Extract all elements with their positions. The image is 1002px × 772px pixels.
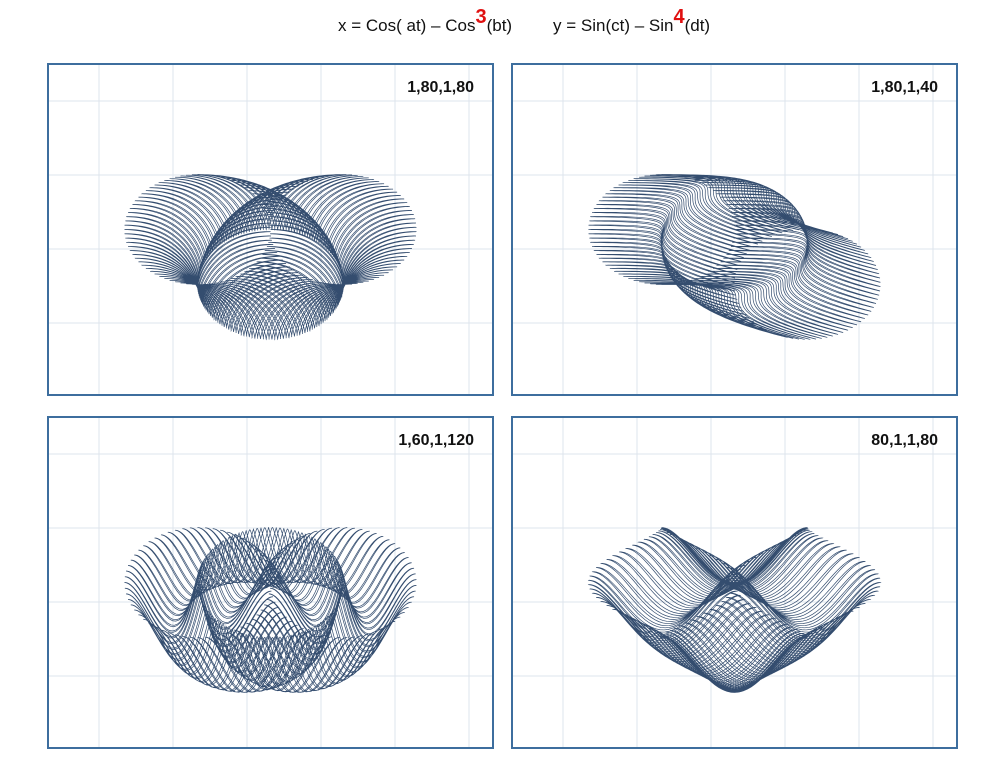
equation-header: x = Cos( at) – Cos3(bt) y = Sin(ct) – Si… xyxy=(0,6,1002,46)
x-exponent: 3 xyxy=(475,6,487,28)
parametric-curve xyxy=(587,527,882,693)
parametric-curve xyxy=(124,527,417,693)
y-equation-text: y = Sin(ct) – Sin xyxy=(553,16,674,35)
parametric-curve xyxy=(588,174,881,340)
y-equation: y = Sin(ct) – Sin4(dt) xyxy=(553,7,711,36)
plot-area-4 xyxy=(513,418,956,747)
chart-panel-2: 1,80,1,40 xyxy=(511,63,958,396)
panel-label: 1,80,1,40 xyxy=(871,79,938,96)
chart-panel-4: 80,1,1,80 xyxy=(511,416,958,749)
plot-area-2 xyxy=(513,65,956,394)
chart-panel-1: 1,80,1,80 xyxy=(47,63,494,396)
x-equation: x = Cos( at) – Cos3(bt) xyxy=(338,7,513,36)
y-exponent: 4 xyxy=(673,6,685,28)
chart-panel-3: 1,60,1,120 xyxy=(47,416,494,749)
plot-area-1 xyxy=(49,65,492,394)
panel-label: 80,1,1,80 xyxy=(871,432,938,449)
parametric-curve xyxy=(124,174,417,341)
plot-area-3 xyxy=(49,418,492,747)
panel-label: 1,60,1,120 xyxy=(398,432,474,449)
x-equation-text: x = Cos( at) – Cos xyxy=(338,16,476,35)
panel-label: 1,80,1,80 xyxy=(407,79,474,96)
x-equation-tail: (bt) xyxy=(486,16,513,35)
y-equation-tail: (dt) xyxy=(684,16,711,35)
